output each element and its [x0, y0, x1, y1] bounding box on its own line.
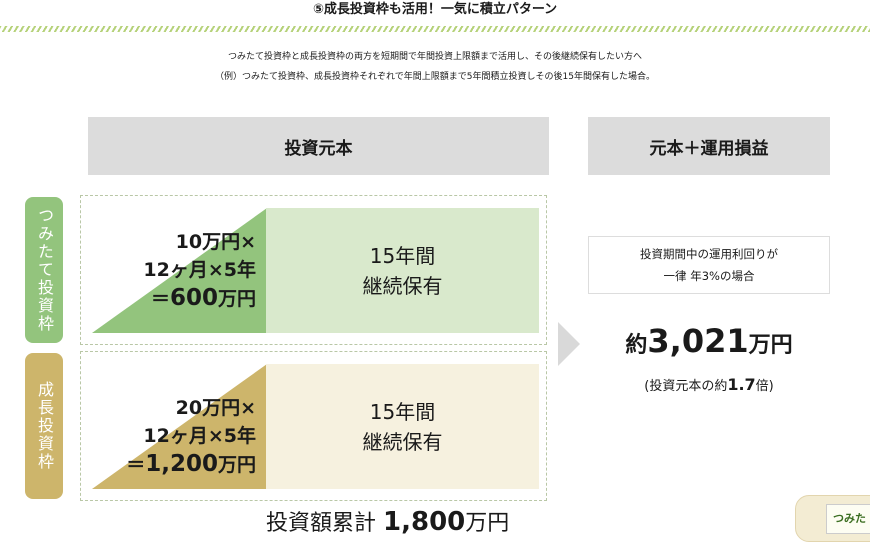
tsumitate-frame — [80, 195, 547, 345]
stripe-divider — [0, 26, 870, 32]
tsumitate-hold-line2: 継続保有 — [362, 273, 443, 298]
tsumitate-hold: 15年間 継続保有 — [266, 208, 539, 333]
note-line1: 投資期間中の運用利回りが — [640, 247, 778, 261]
growth-hold-line1: 15年間 — [369, 399, 436, 424]
corner-tab-label: つみた — [826, 504, 870, 534]
growth-frame — [80, 351, 547, 501]
intro-line-1: つみたて投資枠と成長投資枠の両方を短期間で年間投資上限額まで活用し、その後継続保… — [227, 52, 642, 62]
growth-tag: 成長投資枠 — [25, 353, 63, 499]
note-line2: 一律 年3%の場合 — [663, 269, 755, 283]
growth-calc-line3: ＝1,200万円 — [126, 451, 256, 477]
result-header: 元本＋運用損益 — [588, 117, 830, 175]
corner-scroll-tab[interactable]: つみた — [795, 495, 870, 542]
tsumitate-calc-line1: 10万円× — [175, 231, 256, 253]
tsumitate-tag: つみたて投資枠 — [25, 197, 63, 343]
result-ratio: (投資元本の約1.7倍) — [644, 375, 774, 394]
growth-calc-line2: 12ヶ月×5年 — [143, 425, 256, 447]
principal-header: 投資元本 — [88, 117, 549, 175]
tsumitate-calc-line3: ＝600万円 — [150, 285, 256, 311]
growth-hold-box — [266, 364, 539, 489]
growth-hold: 15年間 継続保有 — [266, 364, 539, 489]
assumption-note: 投資期間中の運用利回りが 一律 年3%の場合 — [588, 236, 830, 294]
tsumitate-hold-line1: 15年間 — [369, 243, 436, 268]
total-investment: 投資額累計 1,800万円 — [266, 507, 510, 537]
intro-line-2: （例）つみたて投資枠、成長投資枠それぞれで年間上限額まで5年間積立投資しその後1… — [215, 72, 655, 82]
page-title: ⑤成長投資枠も活用！一気に積立パターン — [312, 2, 558, 17]
tsumitate-hold-box — [266, 208, 539, 333]
result-amount: 約3,021万円 — [625, 322, 793, 360]
tsumitate-calc: 10万円× 12ヶ月×5年 ＝600万円 — [92, 228, 256, 313]
tsumitate-calc-line2: 12ヶ月×5年 — [143, 259, 256, 281]
arrow-right-icon — [558, 322, 580, 366]
growth-hold-line2: 継続保有 — [362, 429, 443, 454]
growth-calc: 20万円× 12ヶ月×5年 ＝1,200万円 — [82, 394, 256, 479]
growth-calc-line1: 20万円× — [175, 397, 256, 419]
